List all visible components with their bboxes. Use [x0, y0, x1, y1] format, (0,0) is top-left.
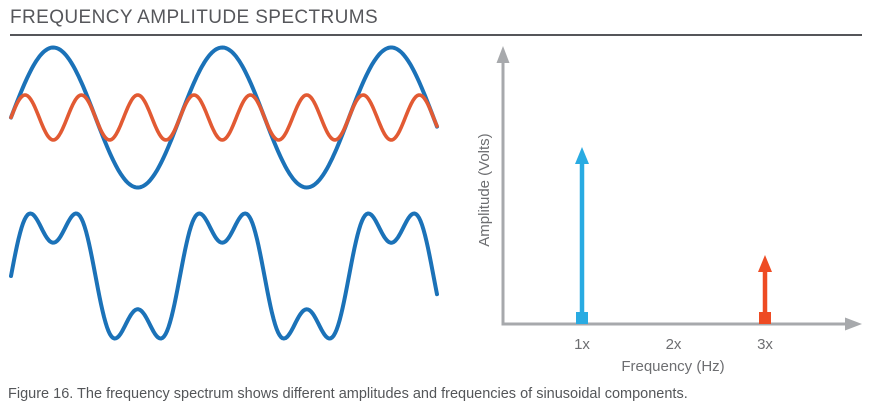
figure-title: FREQUENCY AMPLITUDE SPECTRUMS	[10, 7, 379, 28]
spectrum-stems	[575, 147, 772, 324]
x-axis-tick-labels: 1x 2x 3x	[574, 336, 773, 353]
tick-label-3x: 3x	[757, 336, 773, 353]
stem-arrowhead-icon	[575, 147, 589, 164]
waveform-panel	[9, 45, 439, 341]
y-axis-arrowhead-icon	[496, 46, 510, 63]
title-rule	[10, 34, 862, 36]
x-axis-label: Frequency (Hz)	[621, 358, 724, 375]
figure-caption: Figure 16. The frequency spectrum shows …	[8, 386, 688, 402]
y-axis-label: Amplitude (Volts)	[476, 133, 493, 246]
stem-arrowhead-icon	[758, 254, 772, 272]
tick-label-1x: 1x	[574, 336, 590, 353]
composite-wave	[9, 211, 439, 341]
tick-label-2x: 2x	[666, 336, 682, 353]
fundamental-wave-1x	[9, 45, 439, 190]
harmonic-wave-3x	[9, 93, 439, 142]
stem-3x-component	[758, 254, 772, 324]
stem-1x-component	[575, 147, 589, 324]
x-axis-arrowhead-icon	[845, 317, 862, 331]
spectrum-chart: 1x 2x 3x Amplitude (Volts) Frequency (Hz)	[476, 46, 862, 375]
